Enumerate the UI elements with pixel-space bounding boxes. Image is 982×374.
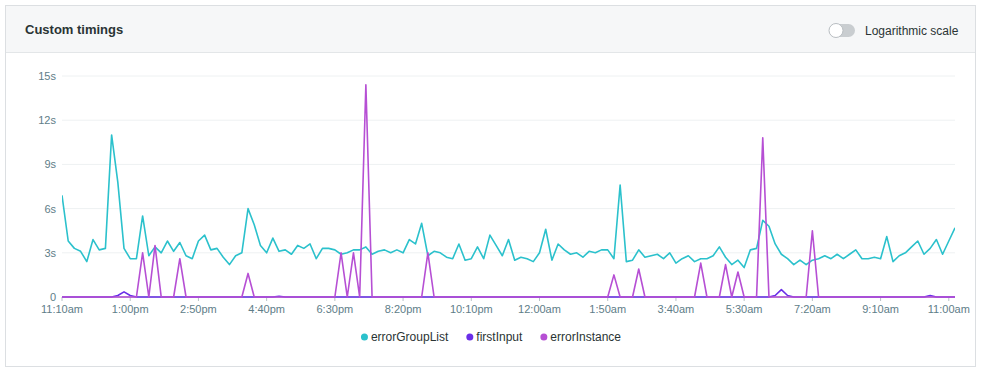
x-tick-label: 10:10pm	[450, 303, 493, 315]
chart-title: Custom timings	[25, 22, 123, 37]
x-tick-label: 6:30pm	[317, 303, 354, 315]
legend-item: errorInstance	[540, 330, 621, 344]
toggle-label[interactable]: Logarithmic scale	[865, 24, 959, 38]
grid-line	[62, 76, 955, 77]
legend-swatch	[540, 334, 547, 341]
series-line	[62, 135, 955, 268]
x-tick-label: 1:00pm	[112, 303, 149, 315]
x-tick-label: 7:20am	[794, 303, 831, 315]
y-tick-label: 3s	[44, 247, 56, 259]
x-axis: 11:10am 1:00pm 2:50pm 4:40pm 6:30pm 8:20pm 10:…	[41, 297, 970, 315]
x-tick-label: 3:40am	[658, 303, 695, 315]
legend: errorGroupList firstInput errorInstance	[361, 330, 621, 344]
grid-line	[62, 120, 955, 121]
y-tick-label: 12s	[38, 114, 56, 126]
y-tick-label: 0	[50, 291, 56, 303]
x-tick-label: 2:50pm	[180, 303, 217, 315]
toggle-track[interactable]	[829, 24, 855, 37]
toggle-knob[interactable]	[829, 24, 843, 38]
log-toggle[interactable]: Logarithmic scale	[829, 24, 959, 39]
series-line	[62, 85, 955, 297]
legend-item: firstInput	[466, 330, 523, 344]
legend-label: firstInput	[476, 330, 523, 344]
header-divider	[6, 52, 975, 53]
x-tick-label: 4:40pm	[248, 303, 285, 315]
legend-label: errorInstance	[550, 330, 621, 344]
panel	[6, 6, 976, 367]
grid-line	[62, 164, 955, 165]
x-tick-label: 8:20pm	[385, 303, 422, 315]
y-axis: 0 3s 6s 9s 12s 15s	[38, 70, 955, 303]
x-tick-label: 1:50am	[589, 303, 626, 315]
chart-root: Custom timings Logarithmic scale 0 3s 6s 9s 12…	[0, 0, 982, 374]
x-tick-label: 5:30am	[726, 303, 763, 315]
legend-item: errorGroupList	[361, 330, 449, 344]
y-tick-label: 6s	[44, 203, 56, 215]
plot-area	[62, 85, 955, 297]
legend-swatch	[361, 334, 368, 341]
grid-line	[62, 208, 955, 209]
grid-line	[62, 252, 955, 253]
legend-label: errorGroupList	[371, 330, 449, 344]
panel-header	[6, 6, 975, 52]
x-tick-label: 12:00am	[518, 303, 561, 315]
x-tick-label: 11:10am	[41, 303, 83, 315]
y-tick-label: 9s	[44, 158, 56, 170]
series-line	[62, 290, 955, 297]
x-tick-label: 11:00am	[928, 303, 970, 315]
x-tick-label: 9:10am	[862, 303, 899, 315]
legend-swatch	[466, 334, 473, 341]
y-tick-label: 15s	[38, 70, 56, 82]
